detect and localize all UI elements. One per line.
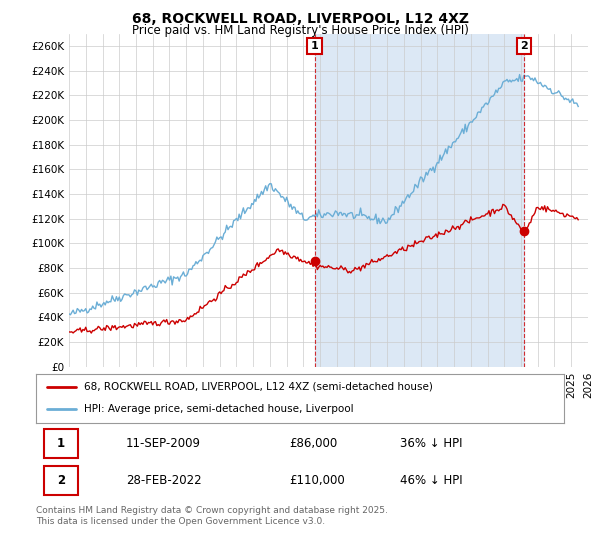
Text: Contains HM Land Registry data © Crown copyright and database right 2025.
This d: Contains HM Land Registry data © Crown c… xyxy=(36,506,388,526)
FancyBboxPatch shape xyxy=(44,430,78,458)
Text: 68, ROCKWELL ROAD, LIVERPOOL, L12 4XZ: 68, ROCKWELL ROAD, LIVERPOOL, L12 4XZ xyxy=(131,12,469,26)
Text: £86,000: £86,000 xyxy=(289,437,338,450)
Text: 28-FEB-2022: 28-FEB-2022 xyxy=(126,474,202,487)
Text: 11-SEP-2009: 11-SEP-2009 xyxy=(126,437,201,450)
Text: 68, ROCKWELL ROAD, LIVERPOOL, L12 4XZ (semi-detached house): 68, ROCKWELL ROAD, LIVERPOOL, L12 4XZ (s… xyxy=(83,382,433,392)
Text: 46% ↓ HPI: 46% ↓ HPI xyxy=(400,474,463,487)
Text: 2: 2 xyxy=(57,474,65,487)
Text: 1: 1 xyxy=(311,41,319,51)
Text: 36% ↓ HPI: 36% ↓ HPI xyxy=(400,437,463,450)
Text: Price paid vs. HM Land Registry's House Price Index (HPI): Price paid vs. HM Land Registry's House … xyxy=(131,24,469,37)
FancyBboxPatch shape xyxy=(44,466,78,494)
Text: 2: 2 xyxy=(520,41,527,51)
Text: HPI: Average price, semi-detached house, Liverpool: HPI: Average price, semi-detached house,… xyxy=(83,404,353,414)
Bar xyxy=(314,34,524,367)
Text: £110,000: £110,000 xyxy=(289,474,345,487)
Text: 1: 1 xyxy=(57,437,65,450)
